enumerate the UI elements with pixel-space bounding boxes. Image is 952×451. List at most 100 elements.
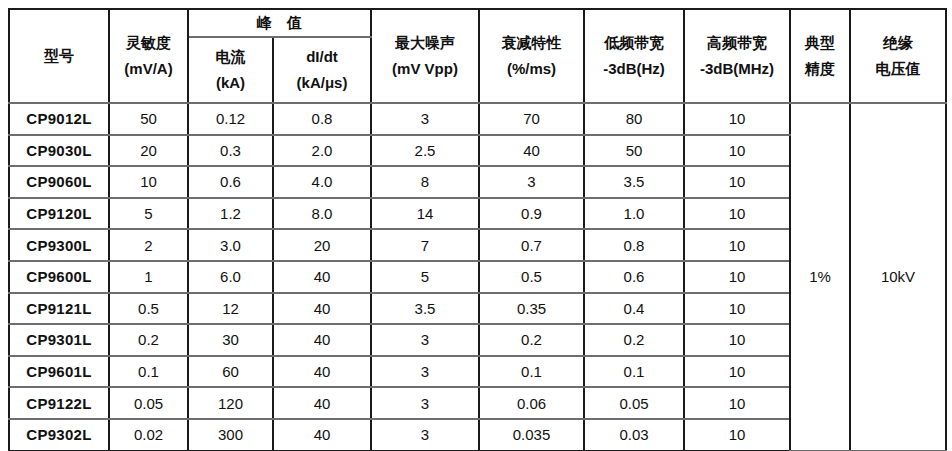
insulation-voltage-value: 10kV bbox=[850, 103, 946, 451]
lf-bandwidth-cell: 0.6 bbox=[584, 261, 684, 293]
peak-current-cell: 60 bbox=[188, 356, 273, 388]
peak-current-cell: 3.0 bbox=[188, 229, 273, 261]
didt-cell: 4.0 bbox=[273, 166, 371, 198]
lf-bandwidth-cell: 3.5 bbox=[584, 166, 684, 198]
header-model: 型号 bbox=[9, 9, 109, 103]
didt-cell: 8.0 bbox=[273, 198, 371, 230]
spec-table: 型号 灵敏度 (mV/A) 峰 值 最大噪声 (mV Vpp) 衰减特性 (%/… bbox=[8, 8, 947, 451]
didt-cell: 40 bbox=[273, 387, 371, 419]
max-noise-cell: 3 bbox=[371, 419, 479, 451]
max-noise-cell: 8 bbox=[371, 166, 479, 198]
droop-cell: 0.2 bbox=[479, 324, 584, 356]
header-sensitivity: 灵敏度 (mV/A) bbox=[109, 9, 188, 103]
model-cell: CP9012L bbox=[9, 103, 109, 135]
droop-cell: 70 bbox=[479, 103, 584, 135]
droop-cell: 0.06 bbox=[479, 387, 584, 419]
hf-bandwidth-cell: 10 bbox=[684, 135, 790, 167]
model-cell: CP9030L bbox=[9, 135, 109, 167]
model-cell: CP9300L bbox=[9, 229, 109, 261]
peak-current-cell: 120 bbox=[188, 387, 273, 419]
model-cell: CP9301L bbox=[9, 324, 109, 356]
sensitivity-cell: 0.5 bbox=[109, 293, 188, 325]
model-cell: CP9122L bbox=[9, 387, 109, 419]
datasheet-page: 型号 灵敏度 (mV/A) 峰 值 最大噪声 (mV Vpp) 衰减特性 (%/… bbox=[0, 8, 952, 451]
droop-cell: 40 bbox=[479, 135, 584, 167]
model-cell: CP9121L bbox=[9, 293, 109, 325]
hf-bandwidth-cell: 10 bbox=[684, 103, 790, 135]
sensitivity-cell: 50 bbox=[109, 103, 188, 135]
header-didt: dI/dt (kA/μs) bbox=[273, 37, 371, 103]
droop-cell: 3 bbox=[479, 166, 584, 198]
peak-current-cell: 0.6 bbox=[188, 166, 273, 198]
hf-bandwidth-cell: 10 bbox=[684, 324, 790, 356]
hf-bandwidth-cell: 10 bbox=[684, 356, 790, 388]
table-header: 型号 灵敏度 (mV/A) 峰 值 最大噪声 (mV Vpp) 衰减特性 (%/… bbox=[9, 9, 946, 103]
lf-bandwidth-cell: 1.0 bbox=[584, 198, 684, 230]
table-row: CP9012L 50 0.12 0.8 3 70 80 10 1%10kV bbox=[9, 103, 946, 135]
header-droop: 衰减特性 (%/ms) bbox=[479, 9, 584, 103]
didt-cell: 0.8 bbox=[273, 103, 371, 135]
sensitivity-cell: 10 bbox=[109, 166, 188, 198]
droop-cell: 0.9 bbox=[479, 198, 584, 230]
sensitivity-cell: 1 bbox=[109, 261, 188, 293]
peak-current-cell: 300 bbox=[188, 419, 273, 451]
peak-current-cell: 1.2 bbox=[188, 198, 273, 230]
header-peak: 峰 值 bbox=[188, 9, 371, 37]
didt-cell: 40 bbox=[273, 419, 371, 451]
header-insulation-voltage: 绝缘 电压值 bbox=[850, 9, 946, 103]
lf-bandwidth-cell: 50 bbox=[584, 135, 684, 167]
lf-bandwidth-cell: 0.05 bbox=[584, 387, 684, 419]
hf-bandwidth-cell: 10 bbox=[684, 387, 790, 419]
lf-bandwidth-cell: 0.1 bbox=[584, 356, 684, 388]
sensitivity-cell: 0.05 bbox=[109, 387, 188, 419]
peak-current-cell: 6.0 bbox=[188, 261, 273, 293]
model-cell: CP9302L bbox=[9, 419, 109, 451]
droop-cell: 0.5 bbox=[479, 261, 584, 293]
hf-bandwidth-cell: 10 bbox=[684, 166, 790, 198]
table-body: CP9012L 50 0.12 0.8 3 70 80 10 1%10kV CP… bbox=[9, 103, 946, 451]
sensitivity-cell: 5 bbox=[109, 198, 188, 230]
droop-cell: 0.035 bbox=[479, 419, 584, 451]
header-hf-bandwidth: 高频带宽 -3dB(MHz) bbox=[684, 9, 790, 103]
typical-accuracy-value: 1% bbox=[790, 103, 850, 451]
didt-cell: 20 bbox=[273, 229, 371, 261]
hf-bandwidth-cell: 10 bbox=[684, 293, 790, 325]
didt-cell: 40 bbox=[273, 261, 371, 293]
lf-bandwidth-cell: 0.8 bbox=[584, 229, 684, 261]
hf-bandwidth-cell: 10 bbox=[684, 198, 790, 230]
peak-current-cell: 0.3 bbox=[188, 135, 273, 167]
hf-bandwidth-cell: 10 bbox=[684, 261, 790, 293]
max-noise-cell: 3.5 bbox=[371, 293, 479, 325]
sensitivity-cell: 0.1 bbox=[109, 356, 188, 388]
didt-cell: 40 bbox=[273, 293, 371, 325]
model-cell: CP9600L bbox=[9, 261, 109, 293]
hf-bandwidth-cell: 10 bbox=[684, 419, 790, 451]
header-max-noise: 最大噪声 (mV Vpp) bbox=[371, 9, 479, 103]
sensitivity-cell: 0.2 bbox=[109, 324, 188, 356]
max-noise-cell: 3 bbox=[371, 387, 479, 419]
model-cell: CP9120L bbox=[9, 198, 109, 230]
sensitivity-cell: 2 bbox=[109, 229, 188, 261]
header-lf-bandwidth: 低频带宽 -3dB(Hz) bbox=[584, 9, 684, 103]
sensitivity-cell: 0.02 bbox=[109, 419, 188, 451]
lf-bandwidth-cell: 0.03 bbox=[584, 419, 684, 451]
max-noise-cell: 14 bbox=[371, 198, 479, 230]
max-noise-cell: 2.5 bbox=[371, 135, 479, 167]
model-cell: CP9601L bbox=[9, 356, 109, 388]
max-noise-cell: 5 bbox=[371, 261, 479, 293]
didt-cell: 40 bbox=[273, 324, 371, 356]
lf-bandwidth-cell: 0.2 bbox=[584, 324, 684, 356]
lf-bandwidth-cell: 0.4 bbox=[584, 293, 684, 325]
max-noise-cell: 7 bbox=[371, 229, 479, 261]
lf-bandwidth-cell: 80 bbox=[584, 103, 684, 135]
sensitivity-cell: 20 bbox=[109, 135, 188, 167]
max-noise-cell: 3 bbox=[371, 324, 479, 356]
header-typical-accuracy: 典型 精度 bbox=[790, 9, 850, 103]
droop-cell: 0.7 bbox=[479, 229, 584, 261]
header-peak-current: 电流 (kA) bbox=[188, 37, 273, 103]
didt-cell: 40 bbox=[273, 356, 371, 388]
header-model-label: 型号 bbox=[10, 43, 108, 69]
model-cell: CP9060L bbox=[9, 166, 109, 198]
peak-current-cell: 30 bbox=[188, 324, 273, 356]
droop-cell: 0.35 bbox=[479, 293, 584, 325]
